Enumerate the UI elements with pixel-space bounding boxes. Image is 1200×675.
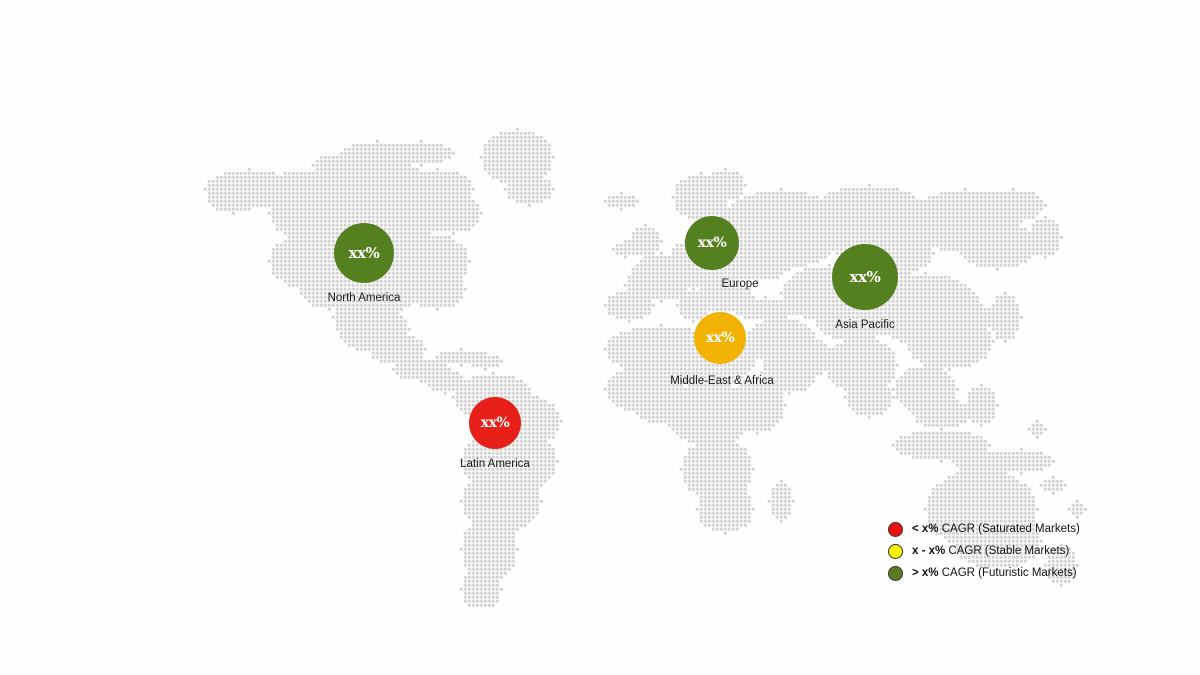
legend-range-saturated: < x%: [912, 523, 939, 535]
legend-item-saturated[interactable]: < x% CAGR (Saturated Markets): [888, 518, 1080, 540]
legend-label-saturated: < x% CAGR (Saturated Markets): [912, 523, 1080, 535]
legend-range-futuristic: > x%: [912, 567, 939, 579]
legend-label-stable: x - x% CAGR (Stable Markets): [912, 545, 1069, 557]
region-bubble-latin-america[interactable]: xx%: [469, 397, 521, 449]
region-label-latin-america: Latin America: [460, 458, 530, 470]
region-label-asia-pacific: Asia Pacific: [835, 319, 895, 331]
legend-item-stable[interactable]: x - x% CAGR (Stable Markets): [888, 540, 1080, 562]
region-label-north-america: North America: [327, 292, 401, 304]
legend-swatch-futuristic: [888, 565, 903, 581]
region-value-north-america: xx%: [348, 243, 380, 262]
legend-rows: < x% CAGR (Saturated Markets) x - x% CAGR…: [888, 518, 1080, 584]
region-value-asia-pacific: xx%: [849, 267, 881, 286]
legend: < x% CAGR (Saturated Markets) x - x% CAGR…: [888, 518, 1080, 584]
legend-swatch-stable: [888, 543, 903, 559]
region-bubble-asia-pacific[interactable]: xx%: [832, 244, 898, 310]
legend-description-futuristic: CAGR (Futuristic Markets): [938, 567, 1077, 579]
legend-swatch-saturated: [888, 521, 903, 537]
legend-range-stable: x - x%: [912, 545, 946, 557]
region-value-middle-east-africa: xx%: [705, 330, 735, 346]
region-value-latin-america: xx%: [480, 415, 510, 431]
legend-label-futuristic: > x% CAGR (Futuristic Markets): [912, 567, 1077, 579]
region-bubble-north-america[interactable]: xx%: [334, 223, 394, 283]
region-label-europe: Europe: [721, 278, 759, 290]
legend-item-futuristic[interactable]: > x% CAGR (Futuristic Markets): [888, 562, 1080, 584]
legend-description-saturated: CAGR (Saturated Markets): [938, 523, 1080, 535]
region-label-middle-east-africa: Middle-East & Africa: [670, 375, 774, 387]
region-bubble-europe[interactable]: xx%: [685, 216, 739, 270]
region-value-europe: xx%: [697, 235, 727, 251]
region-bubble-middle-east-africa[interactable]: xx%: [694, 312, 746, 364]
legend-description-stable: CAGR (Stable Markets): [945, 545, 1070, 557]
